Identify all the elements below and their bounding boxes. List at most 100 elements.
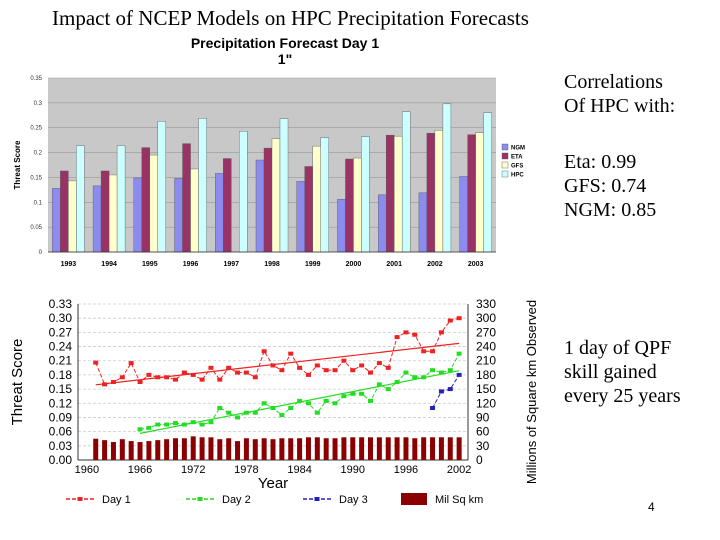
bar-milsqkm-1962	[102, 440, 108, 460]
bar-gfs-1994	[108, 174, 118, 253]
point-day-2	[226, 410, 232, 415]
bar-hpc-1996	[198, 118, 207, 253]
x-tick-label: 1996	[183, 261, 199, 268]
point-day-1	[261, 349, 267, 354]
bar-ngm-1995	[133, 177, 143, 253]
y-tick-label: 0.09	[49, 410, 73, 424]
y-tick-label: 0.3	[34, 101, 43, 107]
y2-tick-label: 180	[476, 368, 496, 382]
bar-ngm-2001	[377, 194, 387, 253]
y-tick-label: 0.1	[34, 200, 43, 206]
slide-title: Impact of NCEP Models on HPC Precipitati…	[52, 6, 529, 30]
point-day-2	[297, 398, 303, 403]
point-day-2	[235, 415, 241, 420]
bar-milsqkm-1965	[128, 441, 134, 460]
bar-milsqkm-1969	[164, 439, 170, 460]
y2-tick-label: 330	[476, 297, 496, 311]
x-tick-label: 1993	[61, 261, 77, 268]
y2-axis-label: Millions of Square km Observed	[524, 300, 539, 484]
point-day-1	[412, 332, 418, 337]
legend-swatch-milsqkm	[401, 493, 427, 505]
x-tick-label: 1998	[264, 261, 280, 268]
point-day-2	[456, 351, 462, 356]
bar-milsqkm-1986	[314, 437, 320, 460]
y-tick-label: 0.15	[30, 175, 42, 181]
point-day-1	[314, 363, 320, 368]
bar-eta-2002	[426, 132, 436, 253]
correlations-list: Eta: 0.99 GFS: 0.74 NGM: 0.85	[564, 150, 656, 222]
point-day-1	[438, 330, 444, 335]
y2-tick-label: 150	[476, 382, 496, 396]
point-day-2	[261, 401, 267, 406]
bar-hpc-2001	[401, 111, 411, 253]
bar-gfs-2000	[353, 157, 362, 253]
bar-eta-1995	[141, 147, 151, 253]
bar-milsqkm-1988	[332, 438, 338, 460]
bar-milsqkm-1973	[199, 437, 205, 460]
bar-milsqkm-1981	[270, 439, 276, 460]
x-tick-label: 2001	[386, 261, 402, 268]
y-tick-label: 0.21	[49, 354, 73, 368]
bar-milsqkm-1972	[190, 436, 196, 460]
y2-tick-label: 60	[476, 425, 490, 439]
point-day-2	[350, 391, 356, 396]
x-tick-label: 1960	[75, 464, 99, 476]
legend-marker-day-3	[314, 497, 320, 501]
point-day-2	[146, 425, 152, 430]
bar-gfs-2001	[393, 135, 403, 253]
bar-ngm-1998	[255, 159, 265, 253]
y-tick-label: 0.2	[34, 151, 43, 157]
qpf-note-line1: 1 day of QPF	[564, 337, 672, 359]
qpf-skill-note: 1 day of QPF skill gained every 25 years	[564, 336, 681, 408]
bar-hpc-2002	[442, 103, 452, 253]
point-day-1	[359, 363, 365, 368]
point-day-1	[430, 349, 436, 354]
point-day-2	[368, 398, 373, 403]
legend-marker-day-1	[77, 497, 83, 501]
bar-milsqkm-1963	[110, 442, 116, 460]
point-day-2	[341, 394, 347, 399]
y2-tick-label: 90	[476, 410, 490, 424]
bar-milsqkm-1984	[297, 438, 303, 460]
point-day-1	[128, 361, 134, 366]
line-day-3	[432, 374, 460, 409]
point-day-1	[332, 368, 338, 373]
y2-tick-label: 120	[476, 396, 496, 410]
y2-tick-label: 30	[476, 439, 490, 453]
bar-milsqkm-1997	[412, 438, 418, 460]
x-tick-label: 2002	[427, 261, 443, 268]
bar-ngm-1993	[52, 188, 61, 253]
threat-score-trend-chart: 0.000.030.060.090.120.150.180.210.240.27…	[9, 297, 539, 506]
x-tick-label: 1999	[305, 261, 321, 268]
trendline-day-2	[139, 370, 460, 434]
page-number: 4	[648, 500, 655, 514]
point-day-1	[137, 380, 143, 384]
point-day-1	[350, 368, 356, 373]
x-tick-label: 1984	[287, 464, 311, 476]
x-tick-label: 1972	[181, 464, 205, 476]
bar-hpc-2003	[483, 112, 492, 253]
x-tick-label: 2000	[346, 261, 362, 268]
x-tick-label: 1994	[101, 261, 117, 268]
bar-hpc-1997	[239, 130, 248, 253]
legend-swatch-gfs	[501, 161, 509, 169]
legend-label-hpc: HPC	[511, 173, 524, 179]
y2-tick-label: 300	[476, 311, 496, 325]
point-day-1	[110, 380, 116, 384]
point-day-2	[438, 370, 444, 375]
bar-milsqkm-2001	[447, 437, 453, 460]
point-day-1	[394, 335, 400, 340]
point-day-1	[323, 368, 329, 373]
bar-milsqkm-2000	[438, 437, 444, 460]
legend-label-day-1: Day 1	[102, 494, 131, 506]
bar-ngm-1996	[174, 178, 183, 253]
legend-swatch-hpc	[501, 170, 509, 178]
bar-ngm-2003	[459, 176, 468, 253]
bar-gfs-1998	[271, 138, 281, 253]
point-day-1	[447, 318, 453, 323]
point-day-1	[217, 377, 223, 382]
point-day-2	[403, 370, 409, 375]
chart1-title-line2: 1"	[277, 51, 293, 67]
point-day-1	[305, 372, 311, 377]
bar-gfs-1995	[149, 154, 159, 253]
